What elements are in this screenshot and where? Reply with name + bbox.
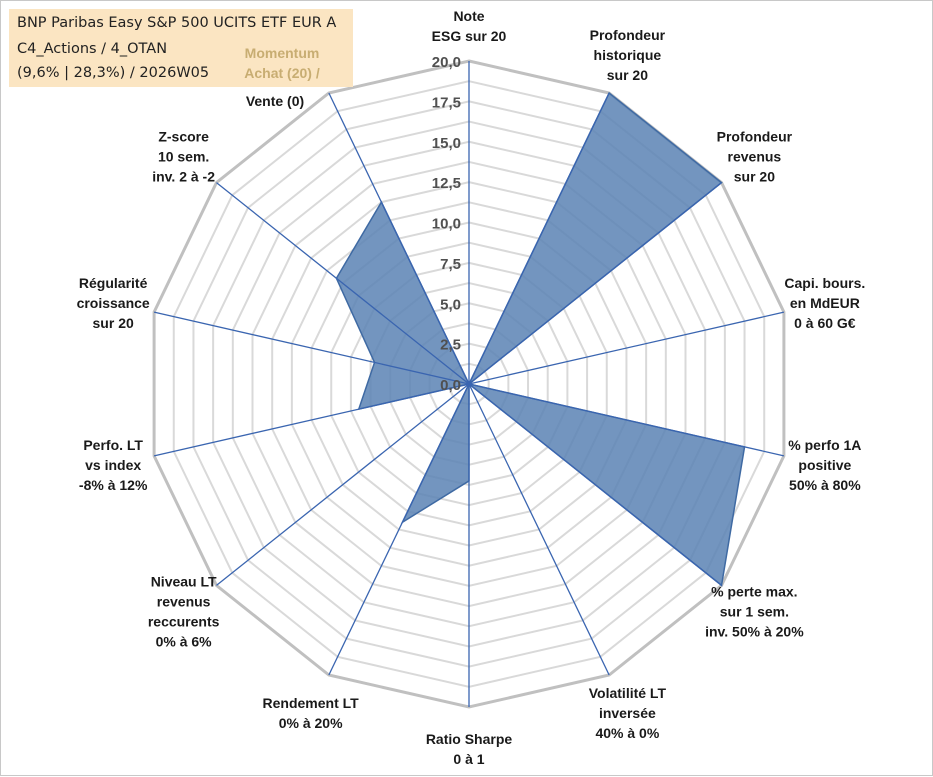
axis-label-line: en MdEUR bbox=[790, 295, 860, 311]
axis-label-line: croissance bbox=[77, 295, 150, 311]
axis-spoke bbox=[468, 383, 722, 586]
axis-label-line: revenus bbox=[728, 148, 782, 164]
tick-label: 7,5 bbox=[440, 256, 461, 273]
axis-label-line: Capi. bours. bbox=[784, 275, 865, 291]
axis-spoke bbox=[153, 383, 470, 457]
axis-spoke bbox=[468, 383, 610, 676]
axis-label-line: sur 20 bbox=[734, 168, 775, 184]
axis-label: Capi. bours. en MdEUR 0 à 60 G€ bbox=[784, 275, 865, 331]
axis-label-line: inv. 2 à -2 bbox=[152, 168, 215, 184]
axis-label-line: Profondeur bbox=[590, 27, 666, 43]
axis-label-line: Note bbox=[453, 8, 484, 24]
axis-spoke bbox=[468, 311, 785, 385]
axis-label-line: Profondeur bbox=[717, 128, 793, 144]
momentum-label: Momentum Achat (20) / bbox=[227, 43, 337, 83]
axis-label-line: sur 1 sem. bbox=[720, 604, 789, 620]
axis-label-line: Z-score bbox=[158, 128, 209, 144]
tick-label: 2,5 bbox=[440, 337, 461, 354]
axis-label-line: ESG sur 20 bbox=[432, 28, 507, 44]
axis-label: Régularité croissance sur 20 bbox=[77, 275, 150, 331]
axis-label-line: 0% à 20% bbox=[279, 715, 343, 731]
tick-label: 20,0 bbox=[432, 54, 461, 71]
axis-label-line: Rendement LT bbox=[263, 695, 360, 711]
tick-label: 15,0 bbox=[432, 135, 461, 152]
fund-name: BNP Paribas Easy S&P 500 UCITS ETF EUR A bbox=[17, 15, 337, 31]
axis-label-line: 40% à 0% bbox=[595, 725, 659, 741]
axis-label: Note ESG sur 20 bbox=[432, 8, 507, 44]
axis-label-line: % perte max. bbox=[711, 584, 797, 600]
tick-label: 0,0 bbox=[440, 377, 461, 394]
data-area bbox=[335, 91, 746, 587]
axis-label-line: Niveau LT bbox=[151, 574, 217, 590]
axis-label-line: positive bbox=[798, 457, 851, 473]
axis-label-line: Régularité bbox=[79, 275, 148, 291]
axis-label: Volatilité LT inversée 40% à 0% bbox=[589, 685, 667, 741]
tick-label: 17,5 bbox=[432, 94, 461, 111]
axis-spoke bbox=[328, 92, 470, 385]
axis-label-line: 50% à 80% bbox=[789, 477, 861, 493]
axis-spoke bbox=[468, 92, 610, 385]
axis-label-line: -8% à 12% bbox=[79, 477, 148, 493]
axis-label-line: vs index bbox=[85, 457, 141, 473]
axis-spoke bbox=[468, 182, 722, 385]
axis-spoke bbox=[216, 182, 470, 385]
axis-label: Z-score 10 sem. inv. 2 à -2 bbox=[152, 128, 215, 184]
momentum-line: Momentum bbox=[244, 45, 320, 61]
axis-label: Profondeur historique sur 20 bbox=[590, 27, 666, 83]
axis-label-line: Volatilité LT bbox=[589, 685, 667, 701]
axis-label: Vente (0) bbox=[246, 93, 304, 109]
axis-label-line: revenus bbox=[157, 594, 211, 610]
axis-label: Profondeur revenus sur 20 bbox=[717, 128, 793, 184]
axis-label-line: Perfo. LT bbox=[83, 437, 143, 453]
axis-label-line: Ratio Sharpe bbox=[426, 731, 513, 747]
axis-label-line: 0% à 6% bbox=[156, 634, 213, 650]
momentum-line: Achat (20) / bbox=[244, 65, 320, 81]
axis-label: Ratio Sharpe 0 à 1 bbox=[426, 731, 513, 767]
axis-label-line: reccurents bbox=[148, 614, 220, 630]
axis-label-line: sur 20 bbox=[93, 315, 134, 331]
axis-label-line: 0 à 1 bbox=[453, 751, 484, 767]
axis-label-line: inv. 50% à 20% bbox=[705, 624, 804, 640]
axis-label-line: inversée bbox=[599, 705, 656, 721]
axis-label-line: 10 sem. bbox=[158, 148, 209, 164]
fund-performance: (9,6% | 28,3%) / 2026W05 bbox=[17, 65, 210, 81]
axis-label: % perfo 1A positive 50% à 80% bbox=[788, 437, 861, 493]
tick-label: 10,0 bbox=[432, 216, 461, 233]
tick-label: 5,0 bbox=[440, 296, 461, 313]
info-box: BNP Paribas Easy S&P 500 UCITS ETF EUR A… bbox=[9, 9, 353, 87]
tick-label: 12,5 bbox=[432, 175, 461, 192]
axis-spoke bbox=[468, 383, 785, 457]
axis-label-line: % perfo 1A bbox=[788, 437, 861, 453]
axis-label-line: 0 à 60 G€ bbox=[794, 315, 856, 331]
axis-spoke bbox=[328, 383, 470, 676]
axis-label-line: Vente (0) bbox=[246, 93, 304, 109]
fund-category: C4_Actions / 4_OTAN bbox=[17, 41, 168, 57]
axis-label: Perfo. LT vs index -8% à 12% bbox=[79, 437, 148, 493]
axis-label-line: historique bbox=[594, 47, 662, 63]
axis-label-line: sur 20 bbox=[607, 67, 648, 83]
axis-spoke bbox=[216, 383, 470, 586]
axis-label: Niveau LT revenus reccurents 0% à 6% bbox=[148, 574, 220, 650]
axis-label: Rendement LT 0% à 20% bbox=[263, 695, 360, 731]
axis-spoke bbox=[153, 311, 470, 385]
axis-label: % perte max. sur 1 sem. inv. 50% à 20% bbox=[705, 584, 804, 640]
